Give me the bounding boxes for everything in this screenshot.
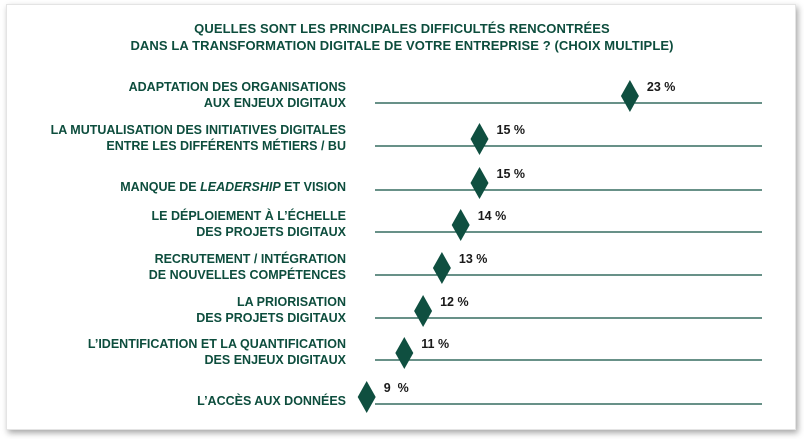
value-label: 15 % [497,123,526,137]
category-label: DE NOUVELLES COMPÉTENCES [149,267,346,282]
category-label: ADAPTATION DES ORGANISATIONS [129,80,346,94]
value-label: 23 % [647,80,676,94]
chart-title-line-1: QUELLES SONT LES PRINCIPALES DIFFICULTÉS… [194,21,610,36]
value-label: 13 % [459,252,488,266]
category-label: DES PROJETS DIGITAUX [196,225,346,239]
value-marker [395,337,414,369]
category-label: AUX ENJEUX DIGITAUX [204,96,347,110]
chart-row: L’ACCÈS AUX DONNÉES 9 % [197,381,762,413]
value-marker [414,295,433,327]
chart-row: LA MUTUALISATION DES INITIATIVES DIGITAL… [51,123,762,155]
category-label: RECRUTEMENT / INTÉGRATION [155,251,346,266]
value-marker [432,252,451,284]
chart-row: MANQUE DE LEADERSHIP ET VISION 15 % [120,167,762,199]
category-label: MANQUE DE LEADERSHIP ET VISION [120,180,346,194]
category-label: LA MUTUALISATION DES INITIATIVES DIGITAL… [51,123,346,137]
value-label: 12 % [440,295,469,309]
category-label: DES PROJETS DIGITAUX [196,311,346,325]
chart-row: L’IDENTIFICATION ET LA QUANTIFICATION DES… [88,337,762,369]
chart-row: LA PRIORISATION DES PROJETS DIGITAUX 12 % [196,295,762,327]
value-marker [357,381,376,413]
category-label: ENTRE LES DIFFÉRENTS MÉTIERS / BU [106,138,346,153]
value-label: 11 % [421,337,449,351]
chart-title-line-2: DANS LA TRANSFORMATION DIGITALE DE VOTRE… [130,38,674,53]
category-label: L’IDENTIFICATION ET LA QUANTIFICATION [88,337,346,351]
value-marker [620,80,639,112]
category-label: LE DÉPLOIEMENT À L’ÉCHELLE [152,208,346,223]
category-label: DES ENJEUX DIGITAUX [205,353,347,367]
chart-row: LE DÉPLOIEMENT À L’ÉCHELLE DES PROJETS DI… [152,208,762,241]
chart-title: QUELLES SONT LES PRINCIPALES DIFFICULTÉS… [0,20,804,54]
category-label: LA PRIORISATION [237,295,346,309]
value-label: 15 % [497,167,526,181]
value-marker [451,209,470,241]
value-marker [470,123,489,155]
category-label: L’ACCÈS AUX DONNÉES [197,393,346,408]
value-label: 9 % [384,381,409,395]
chart-row: ADAPTATION DES ORGANISATIONS AUX ENJEUX D… [129,80,762,112]
value-label: 14 % [478,209,507,223]
value-marker [470,167,489,199]
